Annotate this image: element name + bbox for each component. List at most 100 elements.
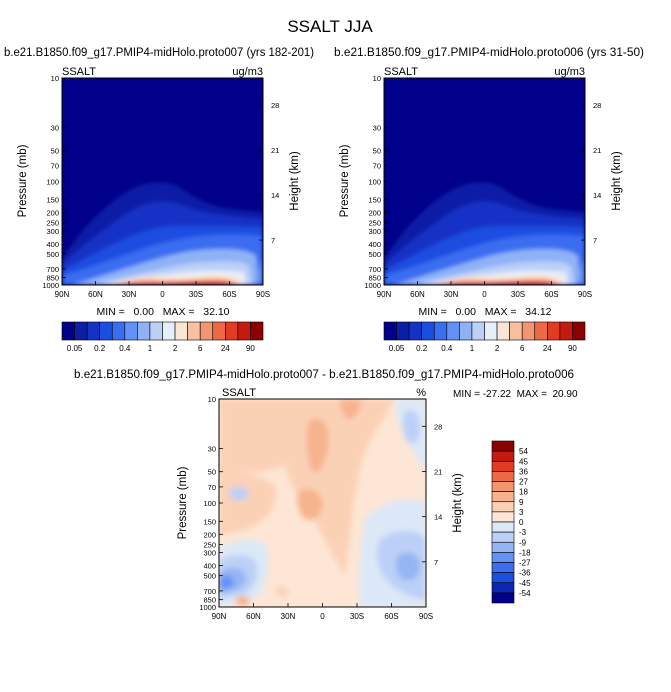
colorbar-swatch bbox=[491, 531, 515, 543]
height-tick-label: 28 bbox=[271, 101, 279, 110]
y-tick-label: 30 bbox=[51, 123, 59, 132]
colorbar-swatch bbox=[471, 321, 485, 341]
x-tick-label: 30N bbox=[281, 612, 296, 621]
y-tick-label: 100 bbox=[203, 499, 216, 508]
y-tick-label: 10 bbox=[51, 74, 59, 83]
colorbar-swatch bbox=[491, 511, 515, 523]
x-tick-labels: 90N 60N 30N 0 30S 60S 90S bbox=[55, 281, 270, 299]
colorbar-label: -45 bbox=[519, 579, 531, 588]
x-tick-label: 60N bbox=[246, 612, 261, 621]
colorbar-swatch bbox=[491, 471, 515, 482]
y-tick-label: 50 bbox=[51, 146, 59, 155]
x-tick-label: 60N bbox=[88, 290, 103, 299]
y-tick-label: 100 bbox=[46, 178, 59, 187]
figure-title: SSALT JJA bbox=[287, 17, 373, 36]
y-tick-label: 1000 bbox=[199, 603, 216, 612]
y-tick-label: 400 bbox=[46, 240, 59, 249]
y-tick-label: 150 bbox=[46, 196, 59, 205]
height-tick-label: 14 bbox=[434, 513, 442, 522]
colorbar-label: 24 bbox=[543, 344, 552, 353]
x-tick-label: 90N bbox=[212, 612, 227, 621]
x-tick-label: 30N bbox=[444, 290, 459, 299]
panel-units: ug/m3 bbox=[232, 66, 263, 78]
colorbar-swatch bbox=[491, 572, 515, 584]
colorbar-label: 54 bbox=[519, 447, 528, 456]
colorbar-swatch bbox=[187, 321, 201, 341]
contour-field bbox=[219, 399, 426, 607]
colorbar-swatch bbox=[521, 321, 536, 341]
panel-units: ug/m3 bbox=[554, 66, 585, 78]
x-tick-label: 30S bbox=[511, 290, 525, 299]
colorbar-label: 90 bbox=[246, 344, 255, 353]
y-tick-label: 250 bbox=[368, 219, 381, 228]
colorbar-label: 90 bbox=[568, 344, 577, 353]
panel-difference: b.e21.B1850.f09_g17.PMIP4-midHolo.proto0… bbox=[74, 369, 578, 621]
colorbar-label: 1 bbox=[470, 344, 475, 353]
height-tick-label: 14 bbox=[593, 191, 601, 200]
y-tick-label: 300 bbox=[46, 227, 59, 236]
min-max-label: MIN = 0.00 MAX = 34.12 bbox=[418, 306, 551, 318]
y-tick-label: 500 bbox=[46, 250, 59, 259]
colorbar-swatch bbox=[433, 321, 448, 341]
y-tick-label: 10 bbox=[373, 74, 381, 83]
panel-left-string: SSALT bbox=[62, 66, 96, 78]
y-tick-label: 200 bbox=[368, 209, 381, 218]
y-axis-label: Pressure (mb) bbox=[17, 144, 29, 217]
x-tick-label: 90S bbox=[578, 290, 592, 299]
colorbar-label: 0.2 bbox=[94, 344, 106, 353]
x-tick-labels: 90N 60N 30N 0 30S 60S 90S bbox=[377, 281, 592, 299]
colorbar-swatch bbox=[408, 321, 422, 341]
y-tick-label: 30 bbox=[208, 445, 216, 454]
colorbar-label: -27 bbox=[519, 559, 531, 568]
x-tick-label: 60N bbox=[410, 290, 425, 299]
colorbar-swatch bbox=[199, 321, 214, 341]
x-tick-label: 60S bbox=[544, 290, 558, 299]
colorbar: 0.05 0.2 0.4 1 2 6 24 90 bbox=[383, 321, 586, 353]
x-tick-label: 90S bbox=[419, 612, 433, 621]
colorbar-swatch bbox=[396, 321, 410, 341]
colorbar-swatch bbox=[491, 481, 515, 492]
y-tick-label: 100 bbox=[368, 178, 381, 187]
height-tick-labels: 28 21 14 7 bbox=[581, 101, 601, 245]
colorbar-label: 2 bbox=[495, 344, 500, 353]
colorbar-swatch bbox=[86, 321, 100, 341]
colorbar-swatch bbox=[149, 321, 163, 341]
colorbar-swatch bbox=[237, 321, 251, 341]
height-tick-label: 21 bbox=[593, 146, 601, 155]
x-tick-label: 60S bbox=[222, 290, 236, 299]
colorbar-label: -18 bbox=[519, 548, 531, 557]
colorbar-swatch bbox=[225, 321, 239, 341]
height-tick-label: 7 bbox=[434, 558, 438, 567]
panel-title: b.e21.B1850.f09_g17.PMIP4-midHolo.proto0… bbox=[334, 47, 644, 59]
colorbar-label: 0.05 bbox=[67, 344, 83, 353]
y-axis-label-right: Height (km) bbox=[452, 473, 464, 533]
colorbar-swatch bbox=[491, 440, 515, 452]
y-tick-label: 500 bbox=[368, 250, 381, 259]
panel-control: b.e21.B1850.f09_g17.PMIP4-midHolo.proto0… bbox=[4, 47, 314, 353]
colorbar-swatch bbox=[496, 321, 510, 341]
height-tick-label: 14 bbox=[271, 191, 279, 200]
x-tick-label: 90N bbox=[377, 290, 392, 299]
colorbar-swatch bbox=[534, 321, 548, 341]
y-axis-label-right: Height (km) bbox=[289, 151, 301, 211]
colorbar-swatch bbox=[99, 321, 113, 341]
y-axis-label: Pressure (mb) bbox=[177, 466, 189, 539]
contour-field bbox=[62, 78, 263, 285]
colorbar-label: 45 bbox=[519, 457, 528, 466]
panel-title: b.e21.B1850.f09_g17.PMIP4-midHolo.proto0… bbox=[74, 369, 574, 381]
x-tick-label: 60S bbox=[384, 612, 398, 621]
colorbar-swatch bbox=[484, 321, 498, 341]
colorbar-label: -36 bbox=[519, 569, 531, 578]
colorbar-label: -3 bbox=[519, 528, 527, 537]
colorbar-swatch bbox=[491, 450, 515, 462]
colorbar-swatch bbox=[491, 592, 515, 604]
height-tick-labels: 28 21 14 7 bbox=[422, 422, 442, 567]
y-axis-label: Pressure (mb) bbox=[339, 144, 351, 217]
height-tick-label: 7 bbox=[271, 236, 275, 245]
colorbar-label: 0 bbox=[519, 518, 524, 527]
y-tick-label: 850 bbox=[368, 274, 381, 283]
x-tick-label: 30S bbox=[350, 612, 364, 621]
x-tick-label: 0 bbox=[320, 612, 325, 621]
colorbar-label: 6 bbox=[198, 344, 203, 353]
